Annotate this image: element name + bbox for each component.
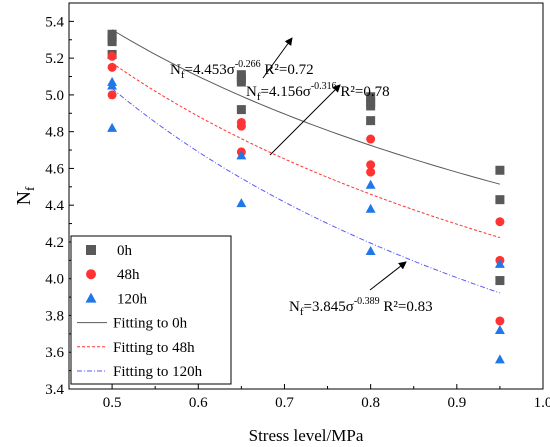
legend: 0h 48h 120h Fitting to 0h Fitting to 48h Fitt… [70,235,232,385]
y-axis-label-sub: f [22,186,37,191]
data-point [365,179,376,189]
data-point [366,160,376,170]
y-tick-label: 3.8 [45,308,64,324]
y-tick-label: 4.6 [45,161,64,177]
data-point [107,90,117,100]
data-point [236,150,247,160]
plot-frame [68,2,544,390]
legend-label: Fitting to 48h [113,340,195,356]
y-axis-label: Nf [13,186,37,205]
y-tick-label: 3.4 [45,382,64,398]
y-tick-label: 4.2 [45,235,64,251]
y-tick-label: 5.4 [45,14,64,30]
y-tick-label: 5.0 [45,88,64,104]
legend-label: Fitting to 120h [113,364,203,380]
fit-equation: Nf=3.845σ-0.389 R²=0.83 [289,296,433,318]
annotation-arrow [269,84,341,156]
x-tick-label: 0.9 [447,395,466,411]
fit-equation: Nf=4.156σ-0.316 R²=0.78 [246,81,390,103]
legend-label: 120h [117,291,148,307]
data-point [494,325,505,335]
data-points [107,29,505,364]
y-tick-label: 5.2 [45,51,64,67]
annotation-arrow [369,261,407,291]
legend-marker [85,292,97,303]
data-point [495,195,505,205]
data-point [107,122,118,132]
legend-marker [86,269,96,280]
y-tick-label: 4.8 [45,125,64,141]
data-point [236,77,246,87]
data-point [495,276,505,286]
data-point [366,116,376,126]
fit-line [111,62,501,239]
data-point [366,101,376,111]
legend-label: Fitting to 0h [113,316,188,332]
x-tick-label: 0.7 [275,395,294,411]
data-point [495,165,505,175]
legend-label: 0h [117,243,133,259]
data-point [494,258,505,268]
data-point [236,121,246,131]
legend-box [70,235,232,385]
y-tick-label: 4.0 [45,272,64,288]
data-point [107,37,117,47]
fit-curves [111,29,501,294]
annotation-arrow [262,37,293,79]
data-point [236,105,246,115]
data-point [365,203,376,213]
data-point [366,167,376,177]
x-tick-label: 1.0 [534,395,550,411]
y-tick-label: 3.6 [45,345,64,361]
data-point [236,198,247,208]
data-point [107,80,118,90]
data-point [107,62,117,72]
data-point [366,134,376,144]
y-tick-label: 4.4 [45,198,64,214]
fit-line [111,29,501,185]
data-point [495,217,505,227]
x-axis-label: Stress level/MPa [249,426,364,445]
x-tick-label: 0.8 [361,395,380,411]
axes: 0.5 0.6 0.7 0.8 0.9 1.0 3.4 3.6 3.8 4.0 4.2 4.4 4.6 4… [45,14,550,411]
data-point [495,316,505,326]
y-axis-label-main: N [13,191,35,205]
legend-marker [86,245,96,255]
data-point [365,245,376,255]
x-tick-label: 0.6 [189,395,208,411]
x-tick-label: 0.5 [103,395,122,411]
data-point [366,92,376,102]
data-point [494,354,505,364]
legend-label: 48h [117,267,140,283]
fit-line [111,88,501,294]
data-point [107,51,117,61]
fit-equation: Nf=4.453σ-0.266 R²=0.72 [170,59,314,81]
